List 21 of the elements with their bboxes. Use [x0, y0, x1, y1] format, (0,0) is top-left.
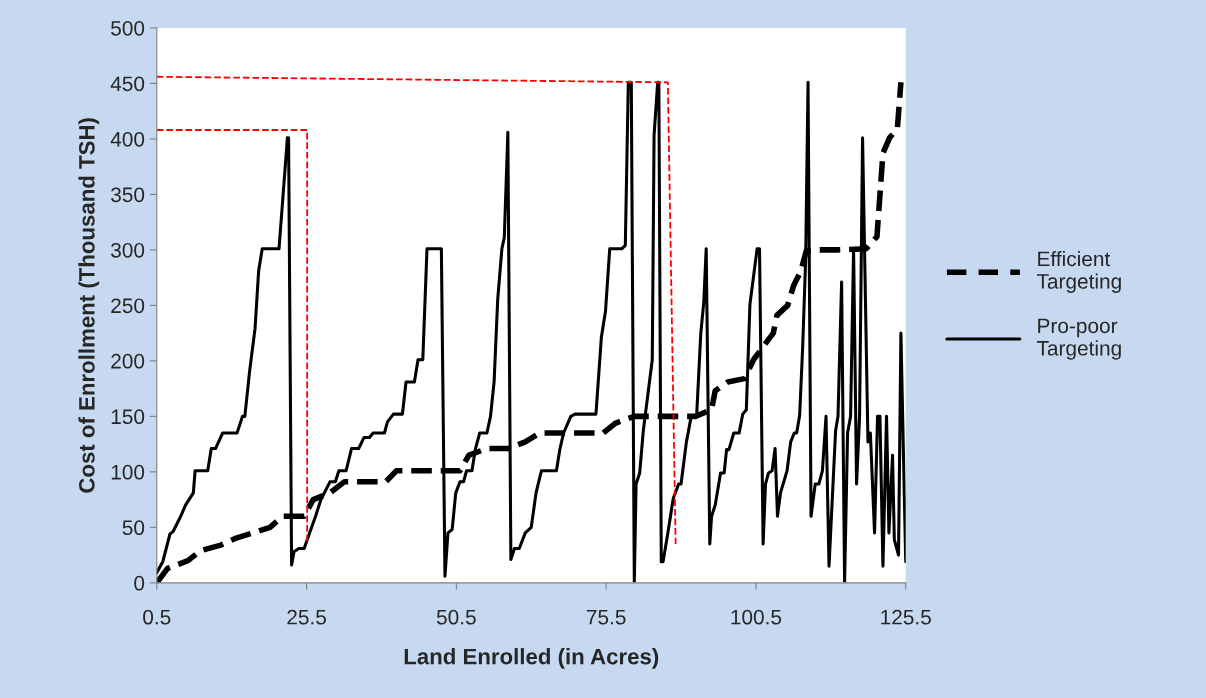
- x-tick-label: 25.5: [287, 609, 326, 625]
- y-tick-label: 500: [111, 20, 145, 36]
- y-tick-label: 400: [110, 131, 145, 147]
- y-axis-title: Cost of Enrollment (Thousand TSH): [78, 118, 100, 493]
- x-tick-label: 75.5: [586, 609, 626, 625]
- y-tick-label: 100: [111, 464, 145, 480]
- y-tick-label: 350: [111, 187, 145, 203]
- y-tick-label: 0: [134, 575, 145, 591]
- y-tick-label: 200: [111, 353, 145, 369]
- y-tick-label: 450: [110, 76, 145, 92]
- x-tick-label: 0.5: [143, 609, 171, 625]
- legend-label: Efficient Targeting: [1036, 251, 1121, 293]
- y-tick-label: 250: [111, 298, 145, 314]
- x-tick-label: 125.5: [881, 609, 931, 625]
- x-axis-title: Land Enrolled (in Acres): [404, 648, 659, 669]
- y-tick-label: 50: [122, 520, 145, 536]
- legend-label: Pro-poor Targeting: [1036, 318, 1121, 360]
- x-tick-label: 50.5: [436, 609, 476, 625]
- y-tick-label: 150: [111, 409, 145, 425]
- y-tick-label: 300: [111, 242, 145, 258]
- x-tick-label: 100.5: [731, 609, 782, 625]
